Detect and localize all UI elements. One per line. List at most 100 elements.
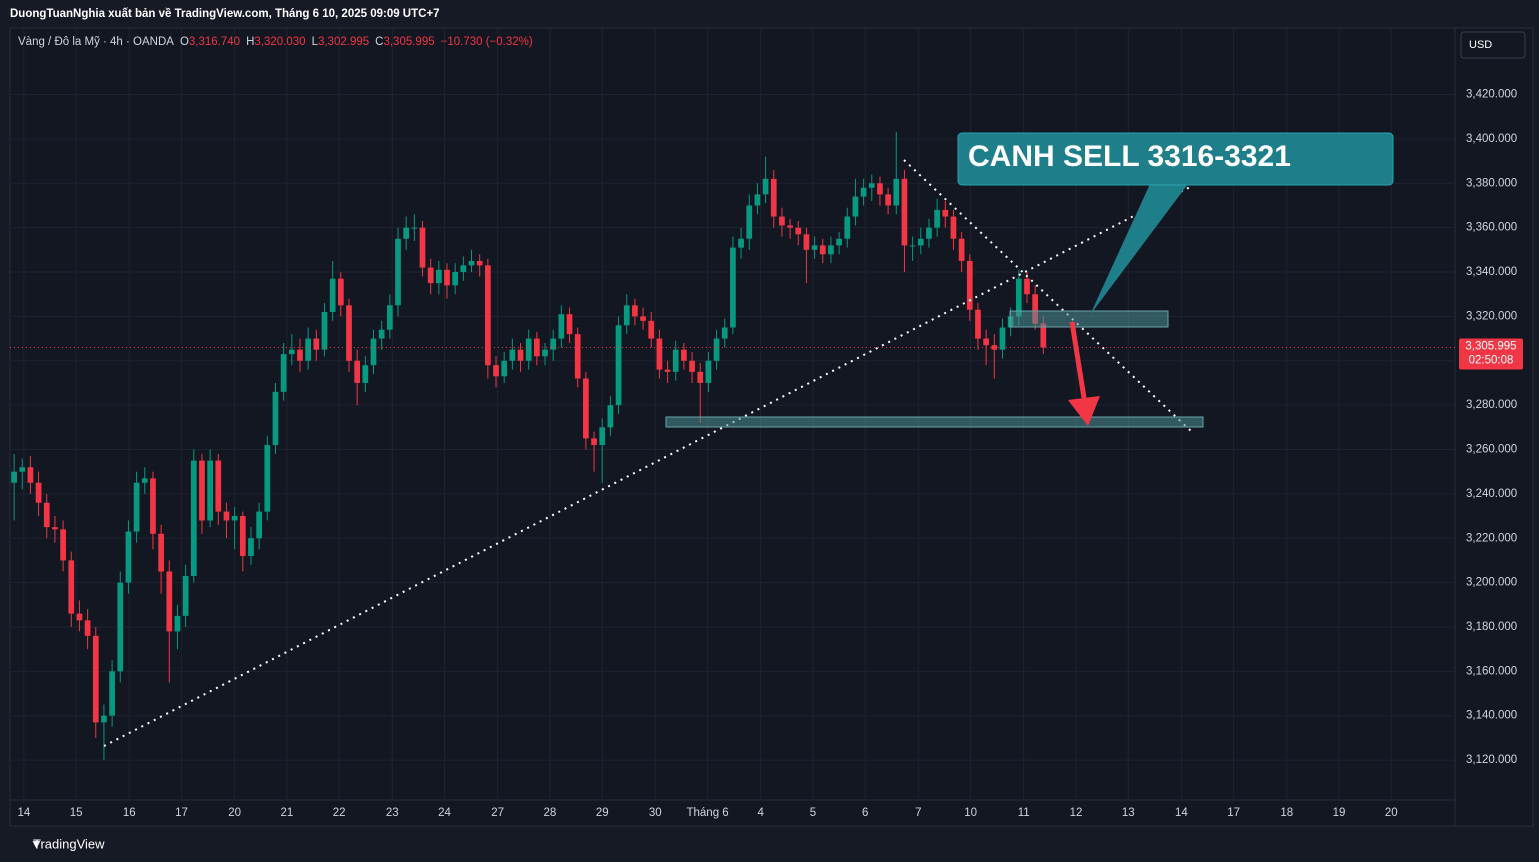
candle-body bbox=[256, 511, 262, 539]
candle-body bbox=[664, 369, 671, 372]
currency: USD bbox=[1469, 39, 1492, 51]
x-tick-label: 23 bbox=[386, 807, 399, 819]
currency-box[interactable] bbox=[1460, 31, 1526, 59]
candle-body bbox=[893, 178, 900, 206]
legend-change: −10.730 (−0.32%) bbox=[441, 36, 533, 48]
candle-body bbox=[60, 529, 66, 561]
candle-body bbox=[264, 445, 271, 512]
candle-body bbox=[534, 338, 540, 357]
candle-body bbox=[574, 334, 581, 379]
candle-body bbox=[656, 338, 663, 370]
candle-body bbox=[705, 360, 712, 383]
publisher: DuongTuanNghia xuất bản về TradingView.c… bbox=[10, 8, 440, 20]
candle-body bbox=[517, 349, 524, 361]
candle-body bbox=[926, 227, 932, 239]
candle-body bbox=[623, 305, 630, 326]
x-tick-label: 17 bbox=[1227, 807, 1240, 819]
candle-body bbox=[917, 238, 924, 246]
candle-body bbox=[468, 260, 475, 266]
y-tick-label: 3,160.000 bbox=[1466, 665, 1517, 677]
candle-body bbox=[852, 196, 859, 217]
trend-line bbox=[103, 185, 1193, 747]
x-tick-label: 5 bbox=[810, 807, 816, 819]
candle-body bbox=[435, 269, 442, 284]
candle-body bbox=[819, 245, 826, 255]
x-tick-label: 28 bbox=[544, 807, 557, 819]
legend-key: O bbox=[180, 36, 189, 48]
candle-body bbox=[803, 234, 810, 250]
x-tick-label: 13 bbox=[1122, 807, 1135, 819]
legend-key: L bbox=[312, 36, 319, 48]
candle-body bbox=[942, 209, 949, 217]
candle-body bbox=[125, 531, 132, 583]
x-tick-label: 22 bbox=[333, 807, 346, 819]
callout-tail bbox=[1090, 184, 1188, 315]
x-tick-label: 30 bbox=[649, 807, 662, 819]
candle-body bbox=[386, 305, 393, 330]
candle-body bbox=[770, 178, 777, 217]
candle-body bbox=[958, 238, 965, 261]
candle-body bbox=[305, 338, 312, 361]
candle-body bbox=[207, 460, 213, 521]
y-tick-label: 3,400.000 bbox=[1466, 133, 1517, 145]
y-tick-label: 3,280.000 bbox=[1466, 399, 1517, 411]
candle-body bbox=[975, 309, 981, 339]
candle-body bbox=[444, 269, 450, 286]
x-tick-label: 27 bbox=[491, 807, 504, 819]
y-tick-label: 3,260.000 bbox=[1466, 444, 1517, 456]
x-tick-label: 29 bbox=[596, 807, 609, 819]
candle-body bbox=[509, 349, 516, 361]
candle-body bbox=[337, 278, 344, 306]
legend-value: 3,316.740 bbox=[189, 36, 240, 48]
legend-value: 3,320.030 bbox=[254, 36, 305, 48]
candle-body bbox=[427, 267, 434, 284]
candle-body bbox=[999, 327, 1006, 350]
candle-body bbox=[313, 338, 320, 350]
y-tick-label: 3,240.000 bbox=[1466, 488, 1517, 500]
candle-body bbox=[419, 227, 426, 268]
candle-body bbox=[476, 260, 483, 266]
candle-body bbox=[836, 238, 842, 246]
candle-body bbox=[738, 238, 744, 248]
candle-body bbox=[885, 194, 891, 206]
brand: TradingView bbox=[33, 836, 105, 851]
candle-body bbox=[378, 329, 385, 339]
arrow-head bbox=[1068, 396, 1100, 426]
candle-body bbox=[452, 272, 459, 286]
arrow-shaft bbox=[1069, 321, 1087, 399]
candle-body bbox=[754, 194, 761, 206]
candle-body bbox=[190, 460, 197, 576]
x-tick-label: 15 bbox=[70, 807, 83, 819]
candle-body bbox=[681, 349, 687, 361]
x-tick-label: 24 bbox=[438, 807, 451, 819]
x-tick-label: 4 bbox=[757, 807, 764, 819]
y-tick-label: 3,380.000 bbox=[1466, 177, 1517, 189]
candle-body bbox=[828, 245, 834, 255]
candle-body bbox=[787, 225, 793, 228]
x-tick-label: 20 bbox=[1385, 807, 1398, 819]
candle-body bbox=[566, 314, 573, 335]
candle-body bbox=[868, 183, 875, 188]
candle-body bbox=[493, 365, 499, 377]
candle-body bbox=[158, 533, 164, 572]
candle-body bbox=[109, 671, 115, 716]
x-tick-label: 6 bbox=[862, 807, 868, 819]
y-tick-label: 3,200.000 bbox=[1466, 577, 1517, 589]
candle-body bbox=[52, 527, 58, 530]
candle-body bbox=[150, 478, 156, 534]
x-tick-label: 18 bbox=[1280, 807, 1293, 819]
candle-body bbox=[795, 227, 802, 235]
legend-key: C bbox=[375, 36, 383, 48]
candle-body bbox=[811, 245, 818, 250]
x-tick-label: 14 bbox=[1175, 807, 1188, 819]
candle-body bbox=[68, 560, 75, 614]
candle-body bbox=[76, 613, 83, 621]
candle-body bbox=[672, 349, 679, 372]
candle-body bbox=[395, 238, 401, 306]
candle-body bbox=[901, 178, 908, 246]
candle-body bbox=[713, 338, 720, 361]
candle-body bbox=[297, 349, 303, 361]
candle-body bbox=[550, 338, 557, 350]
candle-body bbox=[501, 360, 508, 377]
sell-zone bbox=[1009, 310, 1169, 328]
